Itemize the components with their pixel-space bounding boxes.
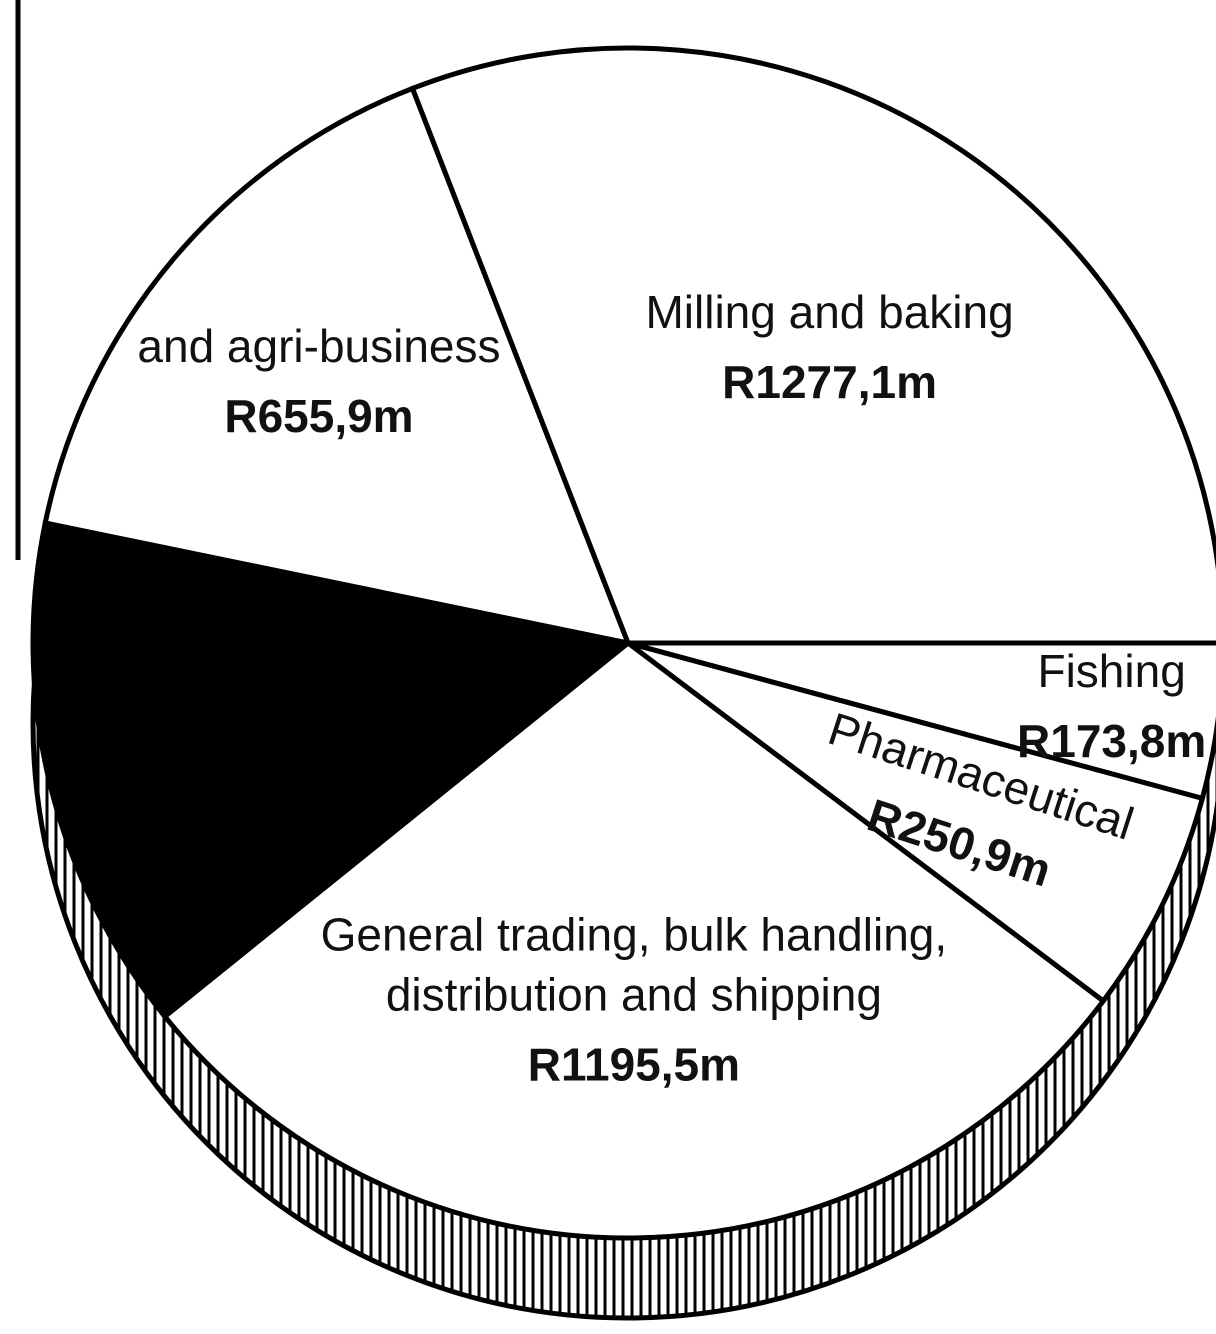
category-label: and agri-business — [137, 320, 501, 373]
pie-slice — [626, 640, 1206, 1005]
slice-label: Milling and baking R1277,1m — [550, 284, 1110, 414]
slice-label: and agri-business R655,9m — [59, 317, 579, 447]
pie-slice — [42, 85, 632, 647]
category-label: Milling and baking — [645, 286, 1014, 339]
pie-slice — [161, 639, 1107, 1241]
category-label: Fishing — [1037, 645, 1186, 698]
category-label: General trading, bulk handling, distribu… — [320, 908, 948, 1021]
value-label: R1195,5m — [527, 1037, 741, 1090]
pie-slice — [30, 520, 634, 1021]
value-label: R1277,1m — [722, 356, 937, 409]
value-label: R173,8m — [1017, 715, 1207, 768]
slice-label: General trading, bulk handling, distribu… — [284, 905, 984, 1094]
value-label: R655,9m — [224, 389, 414, 442]
slice-label: Fishing R173,8m — [982, 642, 1216, 772]
pie-slice — [409, 45, 1216, 646]
